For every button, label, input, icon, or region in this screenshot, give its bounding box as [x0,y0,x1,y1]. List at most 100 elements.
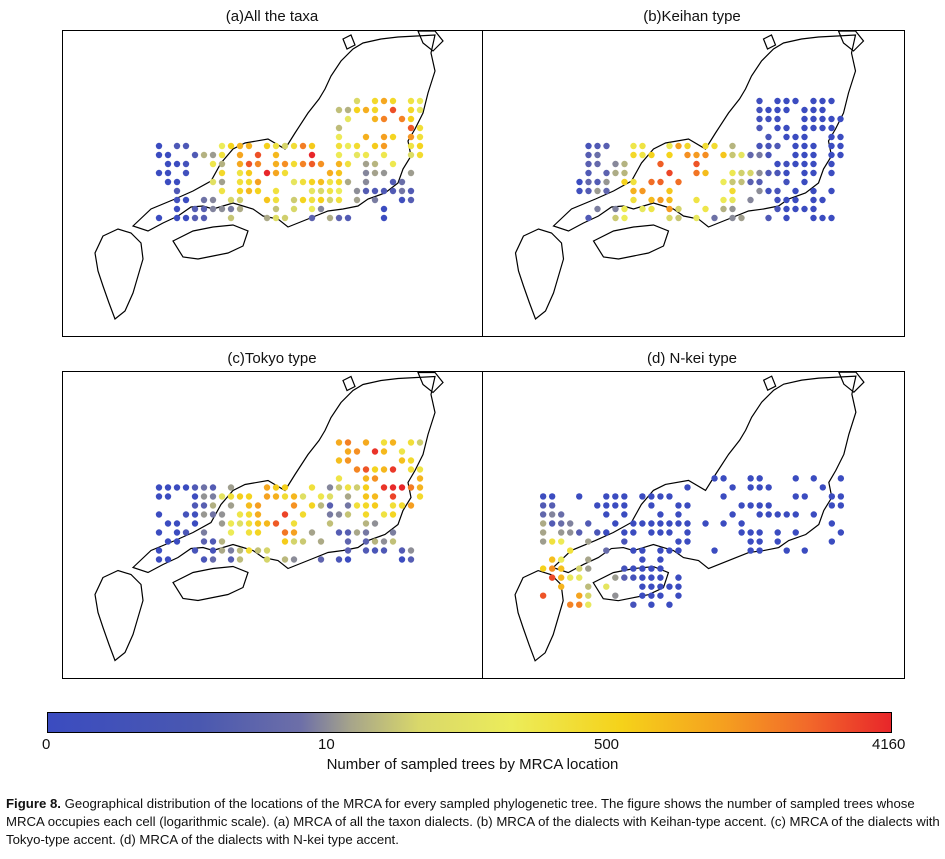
cell-dot-d-2 [747,475,754,482]
cell-dot-a-48 [155,151,163,159]
cell-dot-a-19 [335,124,343,132]
cell-dot-b-165 [675,214,682,222]
cell-dot-a-161 [380,205,388,213]
cell-dot-a-60 [362,151,370,159]
cell-dot-d-127 [639,565,646,572]
cell-dot-c-103 [389,511,397,518]
cell-dot-c-10 [380,448,388,455]
cell-dot-c-96 [281,511,289,518]
cell-dot-d-142 [585,583,592,590]
cell-dot-c-138 [281,538,289,545]
cell-dot-b-171 [783,214,790,222]
cell-dot-a-53 [218,151,226,159]
cell-dot-d-26 [828,493,836,500]
cell-dot-c-117 [371,520,379,527]
cell-dot-d-148 [675,583,682,590]
cell-dot-a-86 [218,169,226,177]
cell-dot-a-100 [209,178,217,186]
cell-dot-a-38 [290,142,298,150]
cell-dot-a-59 [353,151,361,159]
cell-dot-d-99 [747,538,754,545]
cell-dot-a-162 [155,214,163,222]
cell-dot-d-37 [738,502,745,509]
cell-dot-b-84 [810,160,817,168]
cell-dot-b-87 [603,169,610,177]
cell-dot-a-131 [407,187,415,195]
cell-dot-c-83 [371,502,379,509]
figure-caption: Figure 8. Geographical distribution of t… [6,795,941,849]
cell-dot-c-47 [407,484,415,491]
cell-dot-b-39 [639,142,646,150]
cell-dot-a-93 [335,169,343,177]
cell-dot-b-105 [594,178,601,186]
cell-dot-b-28 [828,124,835,132]
cell-dot-d-139 [657,574,664,581]
cell-dot-c-147 [155,547,163,554]
cell-dot-c-69 [416,493,424,500]
cell-dot-c-141 [317,538,325,545]
cell-dot-d-82 [648,529,655,536]
cell-dot-d-53 [774,511,781,518]
cell-dot-a-127 [371,187,379,195]
cell-dot-b-78 [657,160,664,168]
cell-dot-d-144 [639,583,646,590]
cell-dot-b-137 [693,196,700,204]
cell-dot-d-55 [792,511,799,518]
cell-dot-a-135 [209,196,217,204]
cell-dot-a-64 [164,160,172,168]
cell-dot-b-148 [621,205,628,213]
cell-dot-d-121 [548,565,556,572]
cell-dot-a-133 [182,196,190,204]
cell-dot-c-40 [335,484,343,491]
cell-dot-c-64 [326,493,334,500]
cell-dot-c-56 [236,493,244,500]
cell-dot-d-56 [810,511,817,518]
cell-dot-c-72 [209,502,217,509]
cell-dot-a-137 [236,196,244,204]
coastline-c-3 [417,372,444,394]
cell-dot-b-49 [792,142,799,150]
cell-dot-b-40 [666,142,673,150]
cell-dot-c-124 [254,529,262,536]
cell-dot-b-109 [648,178,655,186]
cell-dot-c-164 [200,556,208,563]
cell-dot-d-3 [756,475,763,482]
cell-dot-c-131 [362,529,370,536]
cell-dot-d-13 [539,493,547,500]
cell-dot-d-138 [648,574,655,581]
cell-dot-d-75 [557,529,565,536]
cell-dot-d-28 [539,502,547,509]
cell-dot-a-49 [164,151,172,159]
cell-dot-b-72 [828,151,835,159]
cell-dot-b-51 [810,142,817,150]
cell-dot-c-175 [407,556,415,563]
cell-dot-d-107 [657,547,664,554]
cell-dot-c-43 [362,484,370,491]
cell-dot-c-167 [236,556,244,563]
cell-dot-b-46 [756,142,763,150]
cell-dot-b-80 [774,160,781,168]
cell-dot-c-166 [227,556,235,563]
cell-dot-b-54 [585,151,592,159]
cell-dot-a-80 [362,160,370,168]
cell-dot-b-132 [828,187,835,195]
cell-dot-a-122 [317,187,325,195]
cell-dot-a-153 [209,205,217,213]
cell-dot-a-12 [407,106,415,114]
cell-dot-d-62 [612,520,619,527]
cell-dot-d-116 [557,556,565,563]
cell-dot-a-17 [398,115,406,123]
cell-dot-a-33 [236,142,244,150]
cell-dot-a-146 [353,196,361,204]
cell-dot-a-168 [263,214,271,222]
cell-dot-b-104 [585,178,592,186]
cell-dot-b-150 [648,205,655,213]
cell-dot-b-161 [585,214,592,222]
cell-dot-c-68 [389,493,397,500]
cell-dot-c-159 [380,547,388,554]
cell-dot-a-106 [299,178,307,186]
cell-dot-a-30 [182,142,190,150]
cell-dot-d-114 [801,547,808,554]
coastline-b-1 [592,224,670,260]
cell-dot-b-145 [819,196,826,204]
